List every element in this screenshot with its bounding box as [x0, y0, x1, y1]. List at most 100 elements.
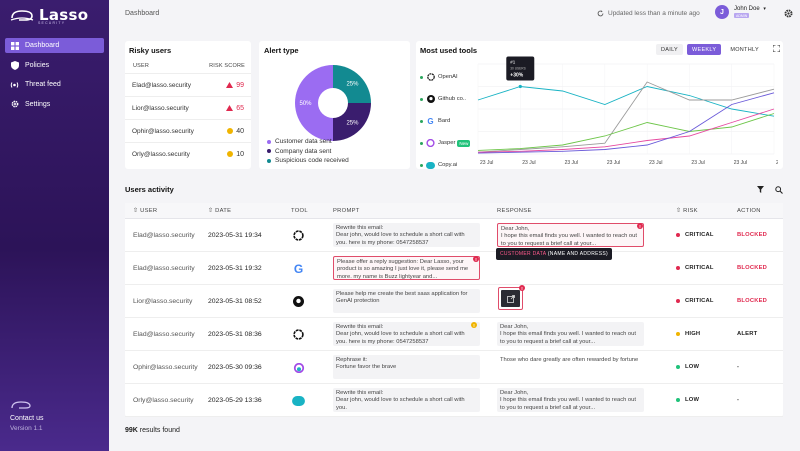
list-item[interactable]: Orly@lasso.security 10 [125, 142, 251, 165]
settings-gear-icon[interactable] [784, 9, 793, 18]
x-tick-label: 23 Jul [734, 160, 747, 166]
row-user: Elad@lasso.security [133, 265, 195, 272]
list-item[interactable]: Elad@lasso.security 99 [125, 73, 251, 96]
prompt-cell[interactable]: Rephrase it: Fortune favor the brave [333, 355, 480, 379]
table-row[interactable]: Elad@lasso.security 2023-05-31 19:34 Rew… [125, 219, 783, 252]
dashboard-icon [10, 41, 19, 50]
period-monthly-button[interactable]: MONTHLY [730, 46, 759, 53]
copyai-icon [426, 161, 435, 170]
tooltip-label: 30 USERS [510, 67, 525, 71]
topbar: Dashboard Updated less than a minute ago… [109, 0, 800, 30]
expand-icon[interactable] [773, 45, 780, 52]
warning-triangle-icon [226, 105, 234, 111]
tool-item-github[interactable]: Github co.. [420, 88, 470, 110]
role-badge: ADMIN [734, 13, 749, 18]
sidebar-footer: Contact us Version 1.1 [10, 400, 43, 432]
user-menu[interactable]: J John Doe ▾ ADMIN [715, 5, 766, 19]
risk-label: LOW [685, 397, 700, 403]
row-date: 2023-05-31 19:34 [208, 232, 262, 239]
column-header-action: ACTION [737, 208, 761, 214]
prompt-cell[interactable]: Rewrite this email: Dear john, would lov… [333, 322, 480, 346]
prompt-text: Rephrase it: Fortune favor the brave [336, 357, 397, 371]
breadcrumb: Dashboard [125, 10, 160, 17]
lasso-mark-icon [11, 401, 31, 409]
new-badge: New [457, 139, 471, 147]
pie-hole [318, 88, 348, 118]
search-icon[interactable] [775, 186, 783, 194]
risk-level: CRITICAL [676, 232, 714, 238]
table-row[interactable]: Elad@lasso.security 2023-05-31 08:36 Rew… [125, 318, 783, 351]
risk-score-value: 99 [236, 81, 244, 89]
prompt-cell[interactable]: Please offer a reply suggestion: Dear La… [333, 256, 480, 280]
card-title: Most used tools [420, 46, 478, 55]
sidebar-item-settings[interactable]: Settings [5, 97, 104, 112]
x-tick-label: 23 Jul [691, 160, 704, 166]
pie-data-label: 25% [346, 82, 359, 88]
user-name: John Doe [734, 6, 760, 12]
legend-swatch [267, 158, 271, 163]
tooltip-text: (NAME AND ADDRESS) [547, 251, 608, 257]
series-indicator [420, 75, 423, 79]
code-response-thumbnail[interactable] [498, 287, 523, 310]
tooltip-highlight: CUSTOMER DATA [500, 251, 547, 257]
avatar: J [715, 5, 729, 19]
tool-item-openai[interactable]: OpenAI [420, 66, 470, 88]
sidebar-item-label: Threat feed [25, 81, 61, 88]
warning-circle-icon [227, 151, 234, 157]
prompt-text: Rewrite this email: Dear john, would lov… [336, 324, 465, 345]
tool-name: Github co.. [438, 96, 467, 102]
series-line [477, 86, 775, 117]
sidebar-item-policies[interactable]: Policies [5, 58, 104, 73]
most-used-tools-card: Most used tools DAILY WEEKLY MONTHLY Ope… [416, 41, 783, 169]
response-cell[interactable]: Dear John, I hope this email finds you w… [497, 388, 644, 412]
refresh-status[interactable]: Updated less than a minute ago [597, 10, 700, 17]
x-tick-label: 23 Jul [480, 160, 493, 166]
warning-triangle-icon [226, 82, 234, 88]
prompt-text: Please offer a reply suggestion: Dear La… [337, 259, 469, 280]
column-header-user[interactable]: ⇧ USER [133, 208, 158, 214]
tool-item-jasper[interactable]: Jasper New [420, 132, 471, 154]
sidebar-item-threat-feed[interactable]: Threat feed [5, 77, 104, 92]
pie-slice[interactable] [295, 65, 333, 141]
column-header-date[interactable]: ⇧ DATE [208, 208, 232, 214]
period-weekly-button[interactable]: WEEKLY [687, 44, 722, 55]
brand-logo[interactable]: Lasso [9, 6, 88, 24]
risk-score-value: 10 [236, 150, 244, 158]
prompt-cell[interactable]: Rewrite this email: Dear john, would lov… [333, 388, 480, 412]
table-row[interactable]: Elad@lasso.security 2023-05-31 19:32 G P… [125, 252, 783, 285]
prompt-text: Rewrite this email: Dear john, would lov… [336, 390, 465, 411]
period-daily-button[interactable]: DAILY [656, 44, 683, 55]
column-header-risk[interactable]: ⇧ RISK [676, 208, 698, 214]
list-item[interactable]: Lior@lasso.security 65 [125, 96, 251, 119]
response-cell[interactable]: Those who dare greatly are often rewarde… [497, 355, 644, 379]
warning-badge-icon: ! [471, 322, 477, 328]
sidebar-item-dashboard[interactable]: Dashboard [5, 38, 104, 53]
series-line [477, 81, 775, 153]
row-user: Orly@lasso.security [133, 397, 194, 404]
prompt-cell[interactable]: Rewrite this email: Dear john, would lov… [333, 223, 480, 247]
tool-item-copyai[interactable]: Copy.ai [420, 154, 470, 176]
risky-user-email: Elad@lasso.security [132, 81, 191, 89]
filter-icon[interactable] [757, 186, 764, 193]
column-header-user: USER [133, 63, 150, 69]
tool-item-bard[interactable]: G Bard [420, 110, 470, 132]
data-point[interactable] [518, 84, 522, 89]
table-row[interactable]: Ophir@lasso.security 2023-05-30 09:36 Re… [125, 351, 783, 384]
risky-users-card: Risky users USER RISK SCORE Elad@lasso.s… [125, 41, 251, 169]
list-item[interactable]: Ophir@lasso.security 40 [125, 119, 251, 142]
risk-label: CRITICAL [685, 265, 714, 271]
brand-name: Lasso [39, 6, 89, 24]
contact-us-link[interactable]: Contact us [10, 415, 44, 422]
prompt-cell[interactable]: Please help me create the best saas appl… [333, 289, 480, 313]
x-tick-label: 23 Jul [522, 160, 535, 166]
user-info: John Doe ▾ ADMIN [734, 6, 766, 18]
action-label: - [737, 364, 740, 370]
risky-user-email: Lior@lasso.security [132, 104, 189, 112]
series-line [477, 108, 775, 153]
legend-label: Company data sent [275, 147, 332, 155]
table-row[interactable]: Orly@lasso.security 2023-05-29 13:36 Rew… [125, 384, 783, 417]
table-row[interactable]: Lior@lasso.security 2023-05-31 08:52 Ple… [125, 285, 783, 318]
response-cell[interactable]: Dear John, I hope this email finds you w… [497, 223, 644, 247]
response-cell[interactable]: Dear John, I hope this email finds you w… [497, 322, 644, 346]
row-date: 2023-05-31 19:32 [208, 265, 262, 272]
